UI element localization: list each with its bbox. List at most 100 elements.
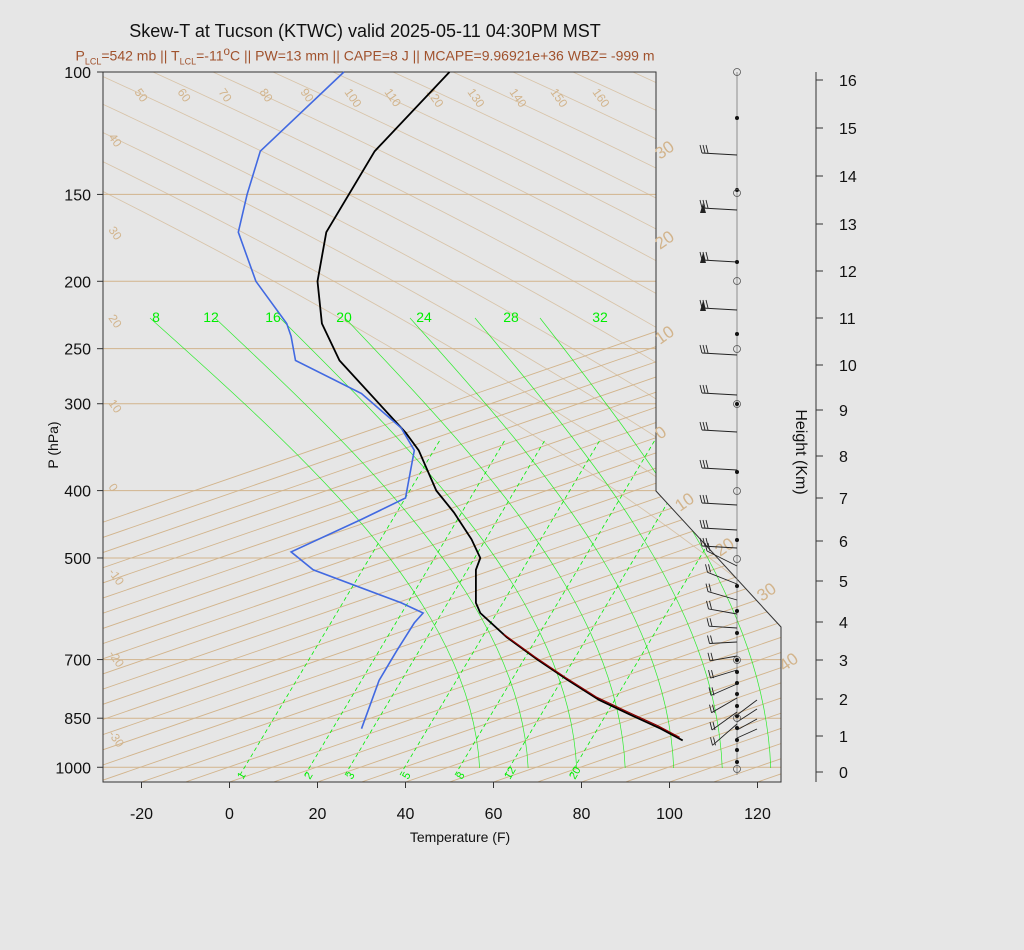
- height-dot: [735, 188, 739, 192]
- isotherm-line: [103, 72, 781, 782]
- height-dot: [735, 470, 739, 474]
- isotherm-label: 0: [651, 422, 670, 443]
- barb-staff: [701, 545, 738, 549]
- barb-feather: [705, 251, 709, 261]
- barb-feather: [708, 687, 712, 696]
- barb-feather: [707, 635, 710, 644]
- barb-feather: [705, 583, 709, 592]
- y-axis-label: P (hPa): [45, 421, 61, 468]
- barb-feather: [702, 199, 706, 209]
- barb-feather: [710, 652, 714, 661]
- isotherm-label: 60: [175, 86, 194, 105]
- barb-staff: [711, 711, 738, 731]
- chart-subtitle: PLCL=542 mb || TLCL=-11oC || PW=13 mm ||…: [0, 45, 730, 66]
- height-tick-label: 3: [839, 653, 848, 670]
- height-tick-label: 1: [839, 729, 848, 746]
- barb-feather: [705, 421, 709, 431]
- barb-feather: [702, 537, 706, 547]
- barb-feather: [713, 737, 716, 746]
- x-tick-label: 120: [744, 806, 771, 823]
- barb-staff: [701, 307, 738, 311]
- pressure-marker: [733, 765, 741, 773]
- isotherm-line: [103, 72, 781, 782]
- y-tick-label: 700: [64, 653, 91, 670]
- height-tick-label: 15: [839, 121, 857, 138]
- isotherm-line: [103, 72, 781, 782]
- barb-staff: [701, 467, 738, 471]
- barb-feather: [705, 459, 709, 469]
- isotherm-line: [103, 72, 781, 782]
- height-tick-label: 13: [839, 217, 857, 234]
- mixing-ratio-line: [344, 439, 546, 776]
- barb-staff: [736, 718, 758, 731]
- moist-adiabat-line: [539, 317, 772, 769]
- height-dot: [735, 681, 739, 685]
- mixing-ratio-line: [399, 439, 601, 776]
- wind-barb: [699, 344, 738, 356]
- y-tick-label: 200: [64, 274, 91, 291]
- dry-adiabat-line: [332, 72, 781, 773]
- mixing-ratio-label: 8: [454, 770, 467, 781]
- isotherm-line: [185, 72, 781, 782]
- height-tick-label: 4: [839, 615, 848, 632]
- barb-staff: [701, 207, 738, 211]
- isotherm-label: 20: [106, 312, 125, 331]
- wind-barb: [709, 697, 738, 714]
- barb-staff: [710, 683, 738, 696]
- isotherm-line: [317, 72, 781, 782]
- barb-feather: [702, 519, 706, 529]
- chart-title: Skew-T at Tucson (KTWC) valid 2025-05-11…: [129, 21, 601, 41]
- t-lcl-value: =-11: [196, 47, 224, 64]
- isotherm-line: [103, 72, 781, 782]
- barb-staff: [710, 669, 738, 679]
- barb-feather: [707, 542, 711, 552]
- barb-feather: [708, 669, 711, 679]
- moist-adiabat-line: [214, 317, 529, 769]
- isotherm-line: [103, 72, 781, 782]
- isotherm-line: [103, 72, 781, 782]
- barb-feather: [709, 600, 712, 610]
- barb-feather: [705, 199, 709, 209]
- isotherm-label: 30: [106, 224, 125, 243]
- barb-feather: [705, 344, 709, 354]
- barb-feather: [705, 494, 709, 504]
- height-tick-label: 12: [839, 264, 857, 281]
- barb-feather: [699, 421, 703, 431]
- height-dot: [735, 332, 739, 336]
- wind-barb: [709, 711, 738, 731]
- dry-adiabat-line: [152, 72, 781, 773]
- isotherm-line: [103, 72, 781, 782]
- barb-feather: [699, 537, 703, 547]
- height-tick-label: 16: [839, 73, 857, 90]
- pressure-marker: [733, 555, 741, 563]
- barb-feather: [699, 344, 703, 354]
- wind-barb: [699, 251, 738, 263]
- height-tick-label: 9: [839, 403, 848, 420]
- barb-staff: [701, 259, 738, 263]
- dry-adiabat-line: [392, 72, 781, 773]
- isotherm-label: 80: [257, 86, 276, 105]
- mixing-ratio-label: 20: [567, 765, 584, 782]
- barb-staff: [707, 591, 738, 601]
- mixing-ratio-label: 20: [336, 309, 352, 325]
- wind-barb: [705, 583, 738, 601]
- height-tick-label: 0: [839, 765, 848, 782]
- y-tick-label: 300: [64, 397, 91, 414]
- height-dot: [735, 584, 739, 588]
- y-tick-label: 1000: [55, 760, 91, 777]
- dry-adiabat-line: [272, 72, 781, 773]
- barb-staff: [736, 728, 758, 739]
- dry-adiabat-line: [873, 72, 1024, 772]
- x-tick-label: -20: [130, 806, 153, 823]
- wind-barb: [707, 652, 738, 662]
- barb-feather: [710, 635, 713, 644]
- moist-adiabat-line: [149, 317, 480, 769]
- isotherm-line: [846, 72, 1024, 782]
- wind-barb: [706, 618, 738, 629]
- wind-barb: [699, 384, 738, 396]
- isotherm-line: [103, 72, 781, 782]
- height-tick-label: 11: [839, 311, 856, 328]
- parcel-line: [503, 633, 680, 738]
- mixing-ratio-label: 12: [502, 765, 519, 782]
- barb-pennant: [700, 301, 706, 311]
